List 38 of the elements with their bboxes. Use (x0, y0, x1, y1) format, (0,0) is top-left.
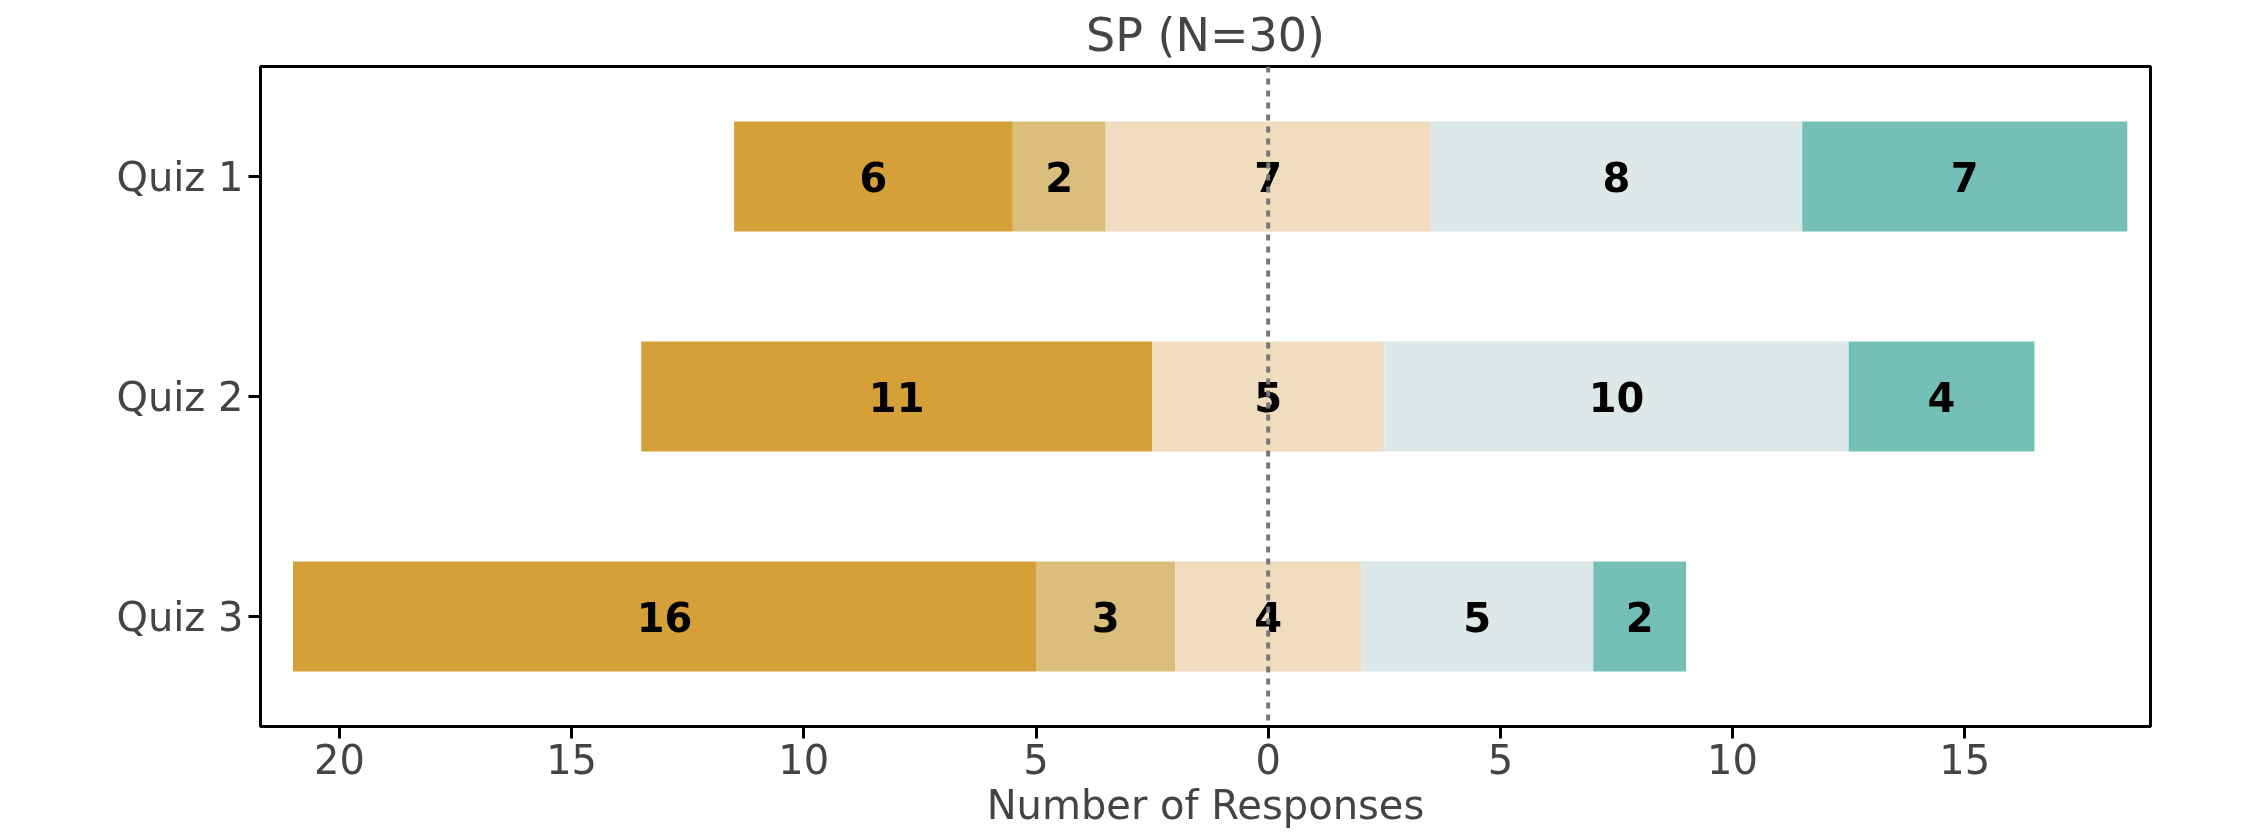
bar (734, 121, 1013, 232)
data-label: 4 (1927, 374, 1956, 421)
bar (1361, 561, 1594, 672)
y-tick-label: Quiz 3 (116, 593, 244, 640)
bar (1802, 121, 2128, 232)
x-tick-label: 10 (778, 736, 830, 783)
bar (1036, 561, 1176, 672)
data-label: 7 (1950, 154, 1979, 201)
y-tick-label: Quiz 1 (116, 153, 244, 200)
bar (1175, 561, 1362, 672)
data-label: 5 (1463, 594, 1492, 641)
data-label: 3 (1091, 594, 1120, 641)
x-tick-label: 5 (1023, 736, 1049, 783)
bar (293, 561, 1036, 672)
bar (1430, 121, 1803, 232)
x-axis-title: Number of Responses (986, 781, 1425, 828)
data-label: 2 (1625, 594, 1654, 641)
bar (1105, 121, 1431, 232)
bar (1152, 341, 1385, 452)
bar (1384, 341, 1849, 452)
data-label: 8 (1602, 154, 1631, 201)
bar (1012, 121, 1106, 232)
chart-title: SP (N=30) (1086, 7, 1325, 62)
x-tick-label: 15 (1939, 736, 1991, 783)
x-tick-label: 15 (546, 736, 598, 783)
bar (1593, 561, 1687, 672)
data-label: 6 (859, 154, 888, 201)
data-label: 16 (636, 594, 693, 641)
x-tick-label: 5 (1487, 736, 1514, 783)
bar (1848, 341, 2035, 452)
x-tick-label: 10 (1707, 736, 1759, 783)
x-tick-label: 0 (1255, 736, 1281, 783)
data-label: 2 (1045, 154, 1074, 201)
bar (641, 341, 1153, 452)
data-label: 11 (868, 374, 925, 421)
data-label: 10 (1588, 374, 1645, 421)
x-tick-label: 20 (313, 736, 365, 783)
y-tick-label: Quiz 2 (116, 373, 244, 420)
